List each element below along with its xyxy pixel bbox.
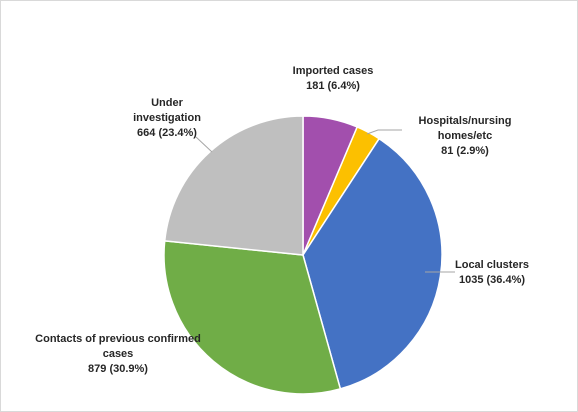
data-label-category: Local clusters bbox=[455, 259, 529, 271]
pie-slice-contacts-of-previous-confirmed-cases bbox=[163, 240, 342, 395]
leader-lines bbox=[195, 129, 455, 273]
data-label-category: investigation bbox=[133, 112, 201, 124]
pie-slice-local-clusters bbox=[302, 137, 443, 390]
data-label-category: Under bbox=[151, 97, 184, 109]
data-label-category: cases bbox=[103, 348, 134, 360]
data-label-contacts-of-previous-confirmed-cases: Contacts of previous confirmed cases 879 (… bbox=[35, 333, 201, 375]
data-label-category: Contacts of previous confirmed bbox=[35, 333, 201, 345]
leader-line-hospitals-nursing-homes-etc bbox=[366, 129, 402, 135]
data-label-value: 181 (6.4%) bbox=[306, 80, 360, 92]
data-label-imported-cases: Imported cases 181 (6.4%) bbox=[293, 65, 374, 92]
data-label-under-investigation: Under investigation 664 (23.4%) bbox=[133, 97, 201, 139]
data-label-local-clusters: Local clusters 1035 (36.4%) bbox=[455, 259, 529, 286]
data-labels: Imported cases 181 (6.4%) Hospitals/nursin… bbox=[35, 65, 529, 375]
leader-line-under-investigation bbox=[195, 136, 213, 153]
data-label-value: 664 (23.4%) bbox=[137, 127, 197, 139]
data-label-value: 1035 (36.4%) bbox=[459, 274, 525, 286]
pie-slice-under-investigation bbox=[163, 115, 304, 256]
data-label-category: homes/etc bbox=[438, 130, 492, 142]
data-label-category: Imported cases bbox=[293, 65, 374, 77]
data-label-hospitals-nursing-homes-etc: Hospitals/nursing homes/etc 81 (2.9%) bbox=[419, 115, 512, 157]
data-label-category: Hospitals/nursing bbox=[419, 115, 512, 127]
data-label-value: 81 (2.9%) bbox=[441, 145, 489, 157]
data-label-value: 879 (30.9%) bbox=[88, 363, 148, 375]
pie-slices bbox=[163, 115, 443, 395]
